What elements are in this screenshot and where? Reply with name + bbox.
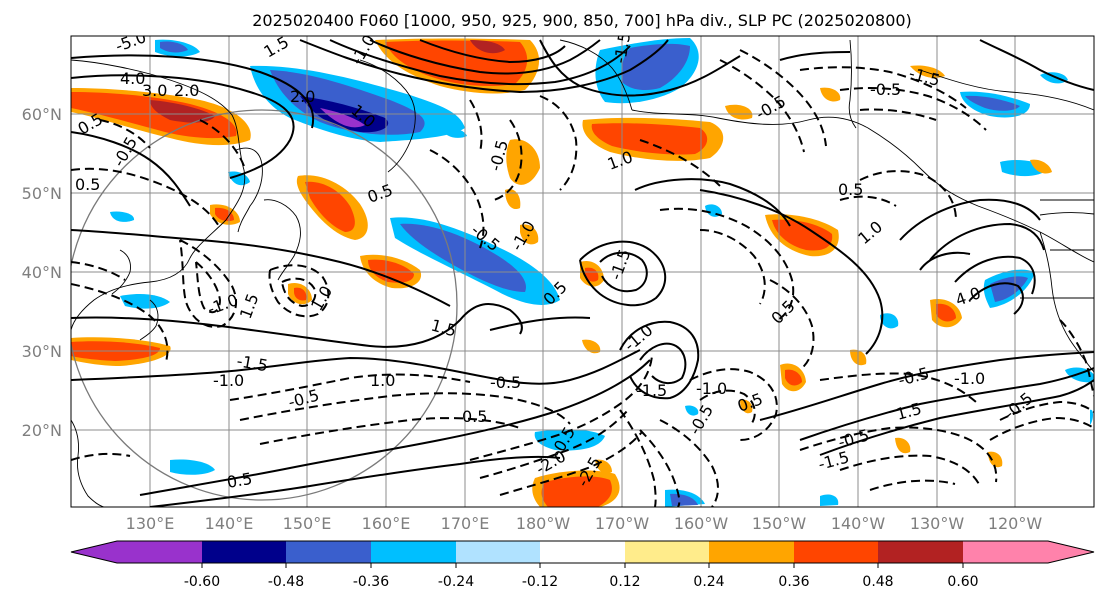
colorbar-tick-label: 0.60 bbox=[947, 574, 978, 590]
contour-label: -1.0 bbox=[954, 369, 985, 388]
lat-label: 40°N bbox=[22, 263, 62, 282]
lon-label: 170°E bbox=[441, 514, 490, 533]
colorbar-tick-label: 0.24 bbox=[693, 574, 724, 590]
divergence-shading bbox=[71, 38, 1052, 507]
colorbar-tick-label: -0.60 bbox=[184, 574, 220, 590]
colorbar-segment bbox=[963, 541, 1094, 563]
lon-label: 160°E bbox=[362, 514, 411, 533]
map-frame bbox=[70, 35, 1095, 508]
contour-label: 1.0 bbox=[370, 371, 395, 390]
lon-label: 130°W bbox=[910, 514, 965, 533]
slp-contours bbox=[71, 39, 1094, 507]
lon-label: 120°W bbox=[988, 514, 1043, 533]
contour-label: 0.5 bbox=[462, 407, 487, 426]
colorbar-segment bbox=[71, 541, 202, 563]
coastlines bbox=[71, 39, 1094, 507]
colorbar-tick-label: -0.12 bbox=[522, 574, 558, 590]
lon-label: 150°W bbox=[752, 514, 807, 533]
colorbar-tick-labels: -0.60 -0.48 -0.36 -0.24 -0.12 0.12 0.24 … bbox=[184, 574, 979, 590]
lon-label: 180°W bbox=[516, 514, 571, 533]
contour-label: 2.0 bbox=[290, 87, 315, 106]
colorbar-ticks bbox=[201, 563, 964, 568]
colorbar-outline bbox=[70, 540, 1095, 564]
colorbar-segment bbox=[878, 541, 963, 563]
colorbar-fills bbox=[71, 541, 1094, 563]
lon-label: 170°W bbox=[595, 514, 650, 533]
colorbar-segment bbox=[371, 541, 456, 563]
lat-label: 60°N bbox=[22, 105, 62, 124]
contour-label: -1.5 bbox=[636, 381, 667, 400]
colorbar-segment bbox=[540, 541, 625, 563]
colorbar-segment bbox=[456, 541, 540, 563]
lon-axis: 130°E 140°E 150°E 160°E 170°E 180°W 170°… bbox=[126, 514, 1043, 533]
contour-label: 3.0 bbox=[142, 81, 167, 100]
colorbar-tick-label: -0.36 bbox=[353, 574, 389, 590]
colorbar-segment bbox=[794, 541, 878, 563]
lon-label: 150°E bbox=[283, 514, 332, 533]
contour-label: -1.0 bbox=[213, 371, 244, 390]
contour-label: 0.5 bbox=[225, 469, 253, 492]
lon-label: 140°W bbox=[831, 514, 886, 533]
contour-label: 0.5 bbox=[838, 180, 863, 199]
colorbar-tick-label: 0.48 bbox=[862, 574, 893, 590]
colorbar-segment bbox=[709, 541, 794, 563]
contour-label: 4.0 bbox=[120, 69, 145, 88]
colorbar-tick-label: 0.12 bbox=[609, 574, 640, 590]
colorbar-segment bbox=[286, 541, 371, 563]
contour-label: 0.5 bbox=[75, 175, 100, 194]
contour-label: 2.0 bbox=[174, 81, 199, 100]
map-panel: -5.0 4.0 3.0 2.0 0.5 -0.5 1.5 2.0 -1.0 -… bbox=[71, 36, 1094, 507]
contour-label: -0.5 bbox=[870, 80, 901, 99]
colorbar-tick-label: 0.36 bbox=[778, 574, 809, 590]
lon-label: 160°W bbox=[674, 514, 729, 533]
lon-label: 140°E bbox=[205, 514, 254, 533]
colorbar-segment bbox=[625, 541, 709, 563]
lat-label: 50°N bbox=[22, 184, 62, 203]
lat-label: 20°N bbox=[22, 421, 62, 440]
gridlines bbox=[71, 36, 1094, 507]
colorbar: -0.60 -0.48 -0.36 -0.24 -0.12 0.12 0.24 … bbox=[70, 540, 1095, 590]
contour-label: -0.5 bbox=[490, 373, 521, 392]
contour-label: -1.0 bbox=[696, 379, 727, 398]
map-title: 2025020400 F060 [1000, 950, 925, 900, 85… bbox=[252, 11, 912, 30]
lon-label: 130°E bbox=[126, 514, 175, 533]
colorbar-tick-label: -0.48 bbox=[268, 574, 304, 590]
range-circle bbox=[71, 109, 458, 501]
lat-axis: 60°N 50°N 40°N 30°N 20°N bbox=[22, 105, 62, 440]
colorbar-segment bbox=[202, 541, 286, 563]
colorbar-tick-label: -0.24 bbox=[438, 574, 474, 590]
lat-label: 30°N bbox=[22, 342, 62, 361]
